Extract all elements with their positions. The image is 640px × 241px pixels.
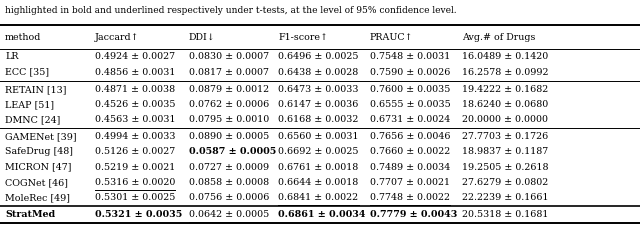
Text: 20.0000 ± 0.0000: 20.0000 ± 0.0000 [462,115,548,124]
Text: 0.0762 ± 0.0006: 0.0762 ± 0.0006 [189,100,269,109]
Text: 0.6496 ± 0.0025: 0.6496 ± 0.0025 [278,53,359,61]
Text: Avg.# of Drugs: Avg.# of Drugs [462,33,536,42]
Text: 0.6560 ± 0.0031: 0.6560 ± 0.0031 [278,132,359,141]
Text: 0.6761 ± 0.0018: 0.6761 ± 0.0018 [278,163,358,172]
Text: LR: LR [5,53,19,61]
Text: 0.0879 ± 0.0012: 0.0879 ± 0.0012 [189,85,269,94]
Text: 0.0830 ± 0.0007: 0.0830 ± 0.0007 [189,53,269,61]
Text: 0.0858 ± 0.0008: 0.0858 ± 0.0008 [189,178,269,187]
Text: 0.5301 ± 0.0025: 0.5301 ± 0.0025 [95,193,175,202]
Text: DDI↓: DDI↓ [189,33,216,42]
Text: 0.6168 ± 0.0032: 0.6168 ± 0.0032 [278,115,359,124]
Text: 0.6473 ± 0.0033: 0.6473 ± 0.0033 [278,85,359,94]
Text: 0.7748 ± 0.0022: 0.7748 ± 0.0022 [370,193,450,202]
Text: 0.7656 ± 0.0046: 0.7656 ± 0.0046 [370,132,451,141]
Text: 0.4924 ± 0.0027: 0.4924 ± 0.0027 [95,53,175,61]
Text: 0.6644 ± 0.0018: 0.6644 ± 0.0018 [278,178,358,187]
Text: 0.7779 ± 0.0043: 0.7779 ± 0.0043 [370,210,458,219]
Text: 0.4563 ± 0.0031: 0.4563 ± 0.0031 [95,115,175,124]
Text: 18.6240 ± 0.0680: 18.6240 ± 0.0680 [462,100,548,109]
Text: 16.0489 ± 0.1420: 16.0489 ± 0.1420 [462,53,548,61]
Text: 0.6731 ± 0.0024: 0.6731 ± 0.0024 [370,115,450,124]
Text: 27.7703 ± 0.1726: 27.7703 ± 0.1726 [462,132,548,141]
Text: 20.5318 ± 0.1681: 20.5318 ± 0.1681 [462,210,548,219]
Text: GAMENet [39]: GAMENet [39] [5,132,77,141]
Text: 0.5219 ± 0.0021: 0.5219 ± 0.0021 [95,163,175,172]
Text: 0.0817 ± 0.0007: 0.0817 ± 0.0007 [189,68,269,77]
Text: 0.7590 ± 0.0026: 0.7590 ± 0.0026 [370,68,451,77]
Text: Jaccard↑: Jaccard↑ [95,33,140,42]
Text: F1-score↑: F1-score↑ [278,33,328,42]
Text: 0.7600 ± 0.0035: 0.7600 ± 0.0035 [370,85,451,94]
Text: RETAIN [13]: RETAIN [13] [5,85,67,94]
Text: 0.4871 ± 0.0038: 0.4871 ± 0.0038 [95,85,175,94]
Text: SafeDrug [48]: SafeDrug [48] [5,147,73,156]
Text: DMNC [24]: DMNC [24] [5,115,61,124]
Text: 19.4222 ± 0.1682: 19.4222 ± 0.1682 [462,85,548,94]
Text: method: method [5,33,42,42]
Text: 0.6861 ± 0.0034: 0.6861 ± 0.0034 [278,210,366,219]
Text: MICRON [47]: MICRON [47] [5,163,72,172]
Text: 16.2578 ± 0.0992: 16.2578 ± 0.0992 [462,68,548,77]
Text: 0.4994 ± 0.0033: 0.4994 ± 0.0033 [95,132,175,141]
Text: highlighted in bold and underlined respectively under t-tests, at the level of 9: highlighted in bold and underlined respe… [5,6,457,15]
Text: 0.6841 ± 0.0022: 0.6841 ± 0.0022 [278,193,358,202]
Text: 0.4526 ± 0.0035: 0.4526 ± 0.0035 [95,100,175,109]
Text: 0.5321 ± 0.0035: 0.5321 ± 0.0035 [95,210,182,219]
Text: 0.0642 ± 0.0005: 0.0642 ± 0.0005 [189,210,269,219]
Text: 0.4856 ± 0.0031: 0.4856 ± 0.0031 [95,68,175,77]
Text: 0.0727 ± 0.0009: 0.0727 ± 0.0009 [189,163,269,172]
Text: 22.2239 ± 0.1661: 22.2239 ± 0.1661 [462,193,548,202]
Text: 0.6147 ± 0.0036: 0.6147 ± 0.0036 [278,100,359,109]
Text: 18.9837 ± 0.1187: 18.9837 ± 0.1187 [462,147,548,156]
Text: 0.7489 ± 0.0034: 0.7489 ± 0.0034 [370,163,450,172]
Text: 0.7548 ± 0.0031: 0.7548 ± 0.0031 [370,53,450,61]
Text: 0.7660 ± 0.0022: 0.7660 ± 0.0022 [370,147,450,156]
Text: COGNet [46]: COGNet [46] [5,178,68,187]
Text: ECC [35]: ECC [35] [5,68,49,77]
Text: 0.6438 ± 0.0028: 0.6438 ± 0.0028 [278,68,358,77]
Text: 0.5126 ± 0.0027: 0.5126 ± 0.0027 [95,147,175,156]
Text: 27.6279 ± 0.0802: 27.6279 ± 0.0802 [462,178,548,187]
Text: MoleRec [49]: MoleRec [49] [5,193,70,202]
Text: 19.2505 ± 0.2618: 19.2505 ± 0.2618 [462,163,548,172]
Text: 0.6692 ± 0.0025: 0.6692 ± 0.0025 [278,147,359,156]
Text: 0.7707 ± 0.0021: 0.7707 ± 0.0021 [370,178,450,187]
Text: 0.5316 ± 0.0020: 0.5316 ± 0.0020 [95,178,175,187]
Text: 0.0795 ± 0.0010: 0.0795 ± 0.0010 [189,115,269,124]
Text: 0.6555 ± 0.0035: 0.6555 ± 0.0035 [370,100,451,109]
Text: StratMed: StratMed [5,210,55,219]
Text: LEAP [51]: LEAP [51] [5,100,54,109]
Text: 0.0756 ± 0.0006: 0.0756 ± 0.0006 [189,193,269,202]
Text: 0.0587 ± 0.0005: 0.0587 ± 0.0005 [189,147,276,156]
Text: PRAUC↑: PRAUC↑ [370,33,413,42]
Text: 0.0890 ± 0.0005: 0.0890 ± 0.0005 [189,132,269,141]
